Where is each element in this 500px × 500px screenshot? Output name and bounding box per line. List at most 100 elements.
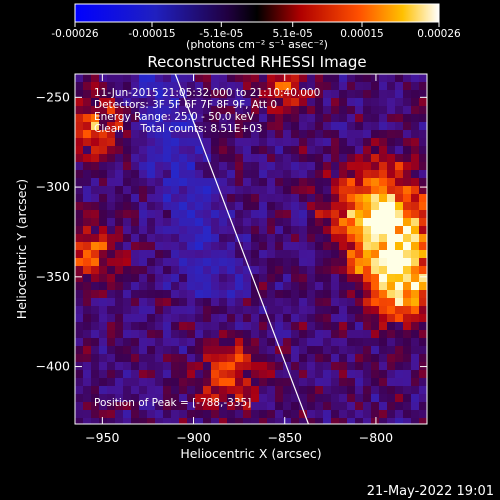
heatmap-cell	[315, 162, 324, 171]
heatmap-cell	[179, 242, 188, 251]
heatmap-cell	[299, 186, 308, 195]
heatmap-cell	[339, 362, 348, 371]
heatmap-cell	[99, 138, 108, 147]
heatmap-cell	[355, 290, 364, 299]
heatmap-cell	[315, 258, 324, 267]
heatmap-cell	[411, 290, 420, 299]
heatmap-cell	[123, 74, 132, 83]
heatmap-cell	[123, 194, 132, 203]
heatmap-cell	[307, 338, 316, 347]
heatmap-cell	[227, 314, 236, 323]
heatmap-cell	[283, 258, 292, 267]
heatmap-cell	[347, 274, 356, 283]
heatmap-cell	[211, 226, 220, 235]
colorbar	[74, 3, 440, 23]
heatmap-cell	[267, 90, 276, 99]
heatmap-cell	[259, 250, 268, 259]
heatmap-cell	[195, 258, 204, 267]
heatmap-cell	[347, 322, 356, 331]
heatmap-cell	[131, 338, 140, 347]
heatmap-cell	[387, 378, 396, 387]
heatmap-cell	[187, 138, 196, 147]
heatmap-cell	[307, 402, 316, 411]
heatmap-cell	[235, 386, 244, 395]
heatmap-cell	[307, 410, 316, 419]
heatmap-cell	[147, 394, 156, 403]
heatmap-cell	[171, 186, 180, 195]
heatmap-cell	[371, 290, 380, 299]
heatmap-cell	[259, 298, 268, 307]
heatmap-cell	[347, 402, 356, 411]
heatmap-cell	[91, 402, 100, 411]
heatmap-cell	[155, 394, 164, 403]
heatmap-cell	[339, 370, 348, 379]
heatmap-cell	[307, 346, 316, 355]
heatmap-cell	[315, 378, 324, 387]
heatmap-cell	[139, 82, 148, 91]
heatmap-cell	[155, 210, 164, 219]
heatmap-cell	[211, 90, 220, 99]
heatmap-cell	[75, 290, 84, 299]
heatmap-cell	[123, 162, 132, 171]
heatmap-cell	[155, 378, 164, 387]
heatmap-cell	[339, 74, 348, 83]
heatmap-cell	[163, 242, 172, 251]
heatmap-cell	[99, 290, 108, 299]
heatmap-cell	[187, 346, 196, 355]
heatmap-cell	[171, 242, 180, 251]
heatmap-cell	[91, 242, 100, 251]
heatmap-cell	[147, 98, 156, 107]
heatmap-cell	[323, 394, 332, 403]
heatmap-cell	[403, 178, 412, 187]
heatmap-cell	[371, 122, 380, 131]
heatmap-cell	[395, 394, 404, 403]
heatmap-cell	[83, 394, 92, 403]
heatmap-cell	[219, 186, 228, 195]
heatmap-cell	[259, 362, 268, 371]
heatmap-cell	[123, 386, 132, 395]
heatmap-cell	[267, 234, 276, 243]
heatmap-cell	[395, 202, 404, 211]
heatmap-cell	[259, 122, 268, 131]
heatmap-cell	[155, 338, 164, 347]
heatmap-cell	[211, 242, 220, 251]
heatmap-cell	[275, 202, 284, 211]
heatmap-cell	[227, 362, 236, 371]
heatmap-cell	[291, 210, 300, 219]
heatmap-cell	[267, 378, 276, 387]
heatmap-cell	[211, 98, 220, 107]
heatmap-cell	[75, 178, 84, 187]
heatmap-cell	[259, 90, 268, 99]
heatmap-cell	[203, 386, 212, 395]
heatmap-cell	[291, 170, 300, 179]
heatmap-cell	[83, 282, 92, 291]
heatmap-cell	[219, 362, 228, 371]
heatmap-cell	[163, 194, 172, 203]
heatmap-cell	[211, 410, 220, 419]
heatmap-cell	[299, 194, 308, 203]
heatmap-cell	[187, 178, 196, 187]
heatmap-cell	[211, 282, 220, 291]
heatmap-cell	[379, 250, 388, 259]
heatmap-cell	[155, 266, 164, 275]
heatmap-cell	[83, 370, 92, 379]
heatmap-cell	[115, 338, 124, 347]
heatmap-cell	[187, 402, 196, 411]
heatmap-cell	[411, 194, 420, 203]
heatmap-cell	[235, 394, 244, 403]
heatmap-cell	[339, 250, 348, 259]
heatmap-cell	[171, 258, 180, 267]
heatmap-cell	[75, 282, 84, 291]
heatmap-cell	[139, 154, 148, 163]
heatmap-cell	[267, 314, 276, 323]
heatmap-cell	[131, 306, 140, 315]
heatmap-cell	[371, 298, 380, 307]
heatmap-cell	[267, 98, 276, 107]
heatmap-cell	[163, 82, 172, 91]
heatmap-cell	[259, 226, 268, 235]
heatmap-cell	[139, 170, 148, 179]
heatmap-cell	[291, 250, 300, 259]
heatmap-cell	[235, 338, 244, 347]
heatmap-cell	[315, 234, 324, 243]
heatmap-cell	[331, 210, 340, 219]
